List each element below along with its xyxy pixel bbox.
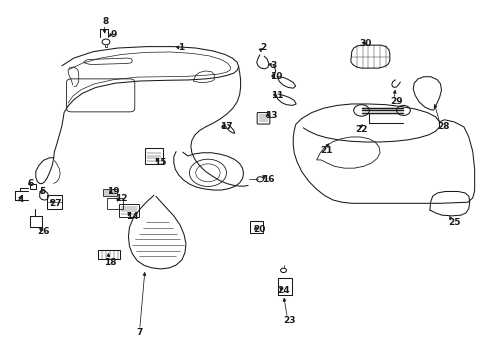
Text: 4: 4 [18,195,24,204]
Text: 3: 3 [270,61,276,70]
Text: 27: 27 [49,199,61,208]
Text: 9: 9 [110,30,117,39]
Text: 14: 14 [126,212,139,221]
Text: 26: 26 [37,228,50,237]
Text: 29: 29 [389,97,402,106]
Text: 20: 20 [252,225,265,234]
Text: 18: 18 [104,258,117,267]
Text: 19: 19 [107,187,120,196]
Text: 16: 16 [261,175,274,184]
Text: 23: 23 [283,316,295,325]
Text: 11: 11 [271,91,284,100]
Text: 22: 22 [355,125,367,134]
Text: 12: 12 [115,194,127,203]
Text: 1: 1 [178,43,184,52]
Text: 17: 17 [219,122,232,131]
Text: 13: 13 [264,111,277,120]
Text: 24: 24 [277,286,289,295]
Text: 28: 28 [436,122,449,131]
Text: 25: 25 [447,218,460,227]
Text: 21: 21 [320,146,332,155]
Text: 30: 30 [359,39,371,48]
Text: 15: 15 [154,158,166,167]
Text: 7: 7 [136,328,142,337]
Text: 10: 10 [269,72,282,81]
Text: 6: 6 [28,179,34,188]
Text: 5: 5 [39,187,45,196]
Text: 2: 2 [260,43,265,52]
Text: 8: 8 [102,17,108,26]
